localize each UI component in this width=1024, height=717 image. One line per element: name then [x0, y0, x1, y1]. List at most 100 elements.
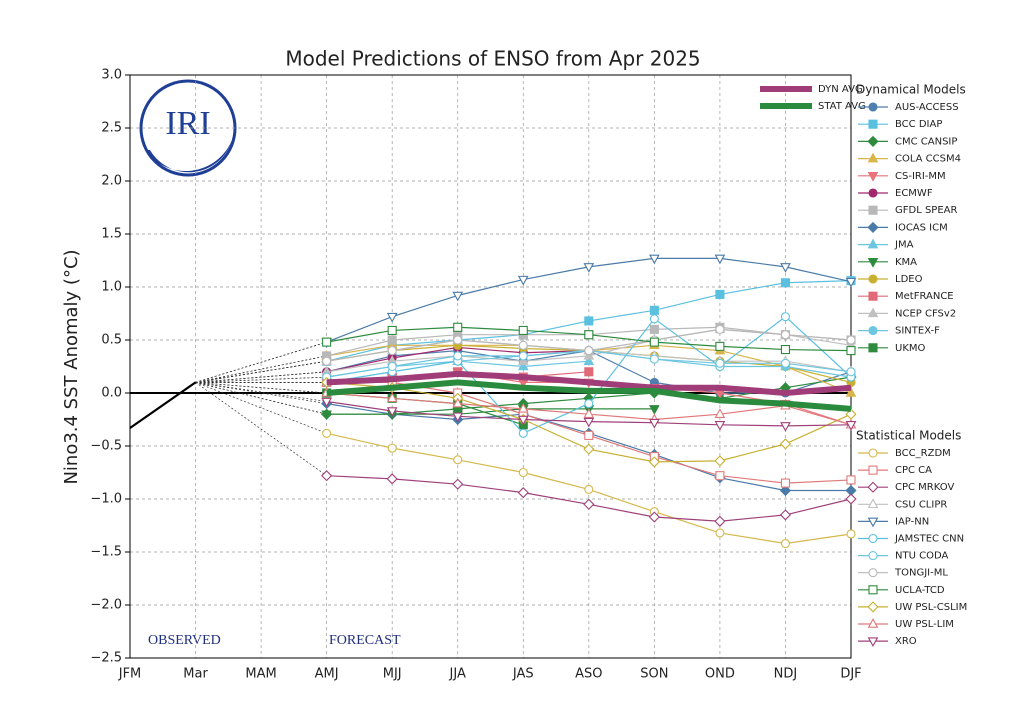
connector	[195, 382, 327, 476]
y-tick-label: −2.0	[90, 598, 122, 613]
marker	[648, 511, 660, 523]
marker	[517, 360, 529, 371]
legend: DYN AVG STAT AVG AUS-ACCESS BCC DIAP CMC CAN…	[760, 84, 967, 647]
marker	[649, 254, 660, 265]
legend-label: UW PSL-CSLIM	[895, 602, 967, 613]
marker	[649, 314, 659, 324]
y-tick-label: 0.0	[101, 386, 122, 401]
x-tick-label: MJJ	[383, 667, 402, 682]
marker	[453, 455, 463, 465]
marker	[517, 487, 529, 499]
marker	[846, 475, 856, 485]
series-line	[326, 379, 852, 412]
marker	[780, 358, 791, 368]
marker	[387, 325, 397, 336]
marker	[867, 152, 879, 163]
marker	[867, 637, 879, 648]
marker	[584, 367, 594, 377]
marker	[583, 408, 595, 418]
marker	[868, 188, 878, 198]
legend-label: CMC CANSIP	[895, 136, 957, 147]
marker	[321, 397, 332, 408]
legend-label: SINTEX-F	[895, 326, 940, 337]
marker	[322, 428, 332, 438]
marker	[715, 471, 725, 481]
marker	[867, 135, 879, 147]
marker	[846, 346, 856, 356]
marker	[715, 324, 725, 334]
connector	[195, 382, 327, 434]
marker	[518, 428, 528, 438]
marker	[845, 493, 857, 505]
marker	[715, 341, 725, 351]
marker	[387, 361, 397, 372]
marker	[584, 484, 594, 495]
series-line	[326, 370, 852, 397]
marker	[868, 119, 878, 129]
marker	[518, 340, 528, 350]
legend-heading: Statistical Models	[856, 429, 961, 443]
marker	[453, 322, 463, 332]
marker	[648, 456, 660, 468]
marker	[868, 585, 878, 595]
legend-label: XRO	[895, 636, 917, 647]
marker	[868, 291, 878, 301]
marker	[584, 316, 594, 326]
marker	[714, 455, 726, 467]
connector	[195, 382, 327, 415]
x-tick-label: NDJ	[774, 667, 798, 682]
marker	[584, 399, 594, 409]
marker	[868, 205, 878, 215]
marker	[845, 277, 857, 288]
marker	[779, 438, 792, 450]
x-tick-label: JAS	[512, 667, 534, 682]
marker	[780, 312, 791, 322]
legend-label: UW PSL-LIM	[895, 619, 954, 630]
marker	[780, 263, 791, 273]
marker	[867, 517, 879, 528]
connector	[195, 371, 327, 383]
legend-heading: Dynamical Models	[856, 83, 966, 97]
marker	[649, 324, 659, 334]
marker	[649, 405, 660, 415]
marker	[867, 172, 879, 182]
marker	[584, 346, 594, 356]
marker	[780, 344, 791, 355]
y-tick-label: 1.0	[101, 280, 122, 295]
y-tick-label: −1.0	[90, 492, 122, 507]
marker	[583, 355, 595, 365]
marker	[517, 402, 529, 413]
marker	[867, 258, 879, 268]
annotation: OBSERVED	[148, 633, 221, 648]
legend-label: GFDL SPEAR	[895, 205, 957, 216]
legend-label: BCC_RZDM	[895, 448, 951, 459]
marker	[322, 356, 332, 366]
marker	[867, 498, 879, 509]
marker	[386, 312, 398, 323]
chart-title: Model Predictions of ENSO from Apr 2025	[285, 47, 700, 71]
x-tick-label: AMJ	[315, 667, 339, 682]
legend-label: STAT AVG	[818, 101, 866, 112]
marker	[452, 397, 464, 408]
marker	[649, 305, 659, 315]
y-tick-label: 2.0	[101, 174, 122, 189]
marker	[868, 448, 878, 458]
x-tick-label: JFM	[118, 667, 142, 682]
marker	[649, 337, 659, 347]
series-line	[326, 408, 655, 415]
marker	[846, 367, 856, 377]
legend-label: CPC MRKOV	[895, 482, 954, 493]
marker	[583, 417, 595, 428]
x-tick-label: DJF	[840, 667, 861, 682]
marker	[780, 330, 791, 340]
marker	[845, 387, 857, 397]
x-tick-label: SON	[640, 667, 668, 682]
marker	[715, 528, 725, 538]
y-tick-label: −0.5	[90, 439, 122, 454]
legend-label: CSU CLIPR	[895, 499, 947, 510]
legend-label: ECMWF	[895, 188, 933, 199]
marker	[868, 343, 878, 353]
connector	[195, 341, 327, 383]
legend-label: NTU CODA	[895, 551, 948, 562]
marker	[387, 346, 397, 356]
